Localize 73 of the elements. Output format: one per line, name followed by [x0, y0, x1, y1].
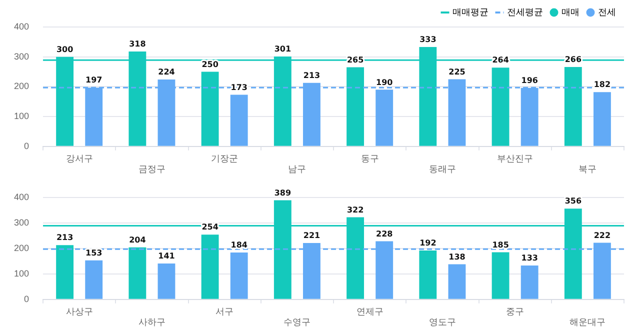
x-tick-label: 중구: [506, 306, 524, 316]
bar: [128, 247, 146, 299]
data-label: 318: [129, 40, 146, 49]
legend-label: 전세평균: [507, 6, 543, 17]
y-tick-label: 0: [24, 140, 30, 151]
x-tick-label: 금정구: [138, 164, 166, 174]
y-tick-label: 0: [24, 294, 30, 304]
y-tick-label: 200: [14, 242, 30, 253]
y-tick-label: 100: [14, 268, 30, 278]
y-tick-label: 300: [14, 217, 30, 228]
data-label: 213: [303, 70, 320, 80]
bar: [520, 265, 538, 299]
x-tick-label: 사상구: [66, 306, 93, 316]
data-label: 300: [56, 44, 74, 54]
data-label: 301: [274, 44, 292, 54]
data-label: 133: [521, 254, 538, 263]
bar: [201, 72, 219, 146]
x-tick-label: 기장군: [211, 153, 238, 164]
data-label: 185: [492, 240, 510, 250]
y-tick-label: 100: [14, 111, 30, 122]
data-label: 192: [420, 238, 436, 248]
data-label: 197: [86, 76, 102, 85]
bar: [56, 245, 74, 299]
x-tick-label: 서구: [216, 306, 234, 316]
bar: [419, 250, 437, 299]
data-label: 184: [230, 240, 248, 250]
bar: [594, 92, 611, 146]
data-label: 138: [448, 252, 466, 262]
data-label: 190: [376, 78, 394, 87]
y-tick-label: 400: [14, 21, 30, 32]
bar: [158, 263, 176, 299]
data-label: 225: [448, 67, 466, 76]
data-label: 333: [420, 35, 436, 44]
bar: [492, 252, 510, 299]
x-tick-label: 부산진구: [497, 153, 534, 164]
y-tick-label: 300: [14, 51, 30, 62]
data-label: 221: [303, 231, 320, 240]
data-label: 204: [129, 235, 146, 244]
bar: [492, 68, 510, 146]
x-tick-label: 수영구: [284, 317, 311, 328]
data-label: 224: [158, 68, 176, 77]
x-tick-label: 사하구: [138, 317, 166, 328]
legend-label: 매매평균: [452, 6, 488, 17]
data-label: 182: [594, 80, 611, 90]
x-tick-label: 남구: [288, 164, 306, 174]
x-tick-label: 강서구: [66, 153, 93, 164]
x-tick-label: 북구: [578, 164, 597, 174]
bar: [230, 94, 248, 146]
data-label: 250: [202, 60, 219, 69]
data-label: 322: [346, 205, 364, 214]
bar: [85, 260, 103, 299]
bar: [564, 67, 582, 146]
y-tick-label: 200: [14, 81, 30, 92]
x-tick-label: 동래구: [428, 164, 456, 174]
x-tick-label: 해운대구: [570, 317, 606, 328]
data-label: 213: [56, 233, 74, 242]
x-tick-label: 연제구: [356, 306, 384, 316]
bar: [201, 234, 219, 299]
data-label: 222: [594, 230, 611, 240]
data-label: 141: [158, 252, 176, 261]
x-tick-label: 영도구: [428, 317, 456, 328]
legend-label: 전세: [598, 6, 616, 17]
y-tick-label: 400: [14, 192, 30, 202]
data-label: 196: [521, 76, 538, 85]
x-tick-label: 동구: [360, 153, 379, 164]
bar: [230, 252, 248, 299]
data-label: 356: [564, 196, 582, 206]
bar: [448, 264, 466, 299]
bar: [346, 67, 364, 146]
legend-label: 매매: [562, 6, 580, 17]
data-label: 153: [86, 248, 102, 258]
data-label: 228: [376, 229, 394, 238]
data-label: 389: [274, 188, 292, 198]
